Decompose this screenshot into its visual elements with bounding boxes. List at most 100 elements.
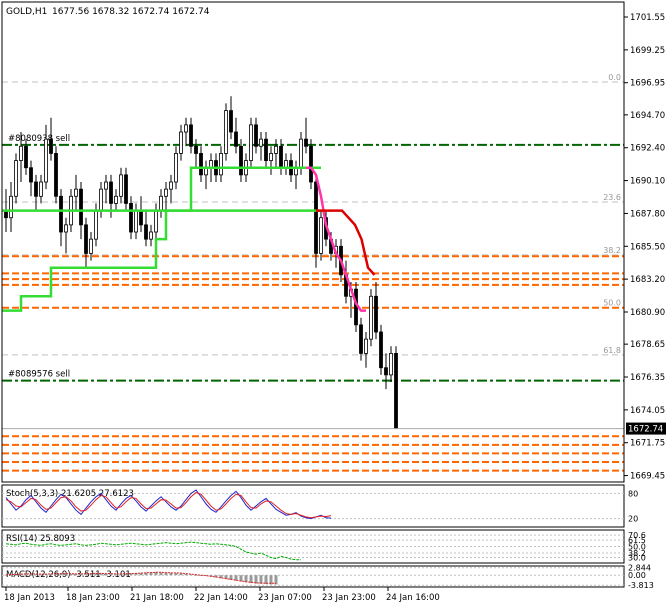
- indicator-tick-label: 2.844: [628, 564, 651, 573]
- candle-body: [159, 195, 163, 211]
- time-tick-label: 23 Jan 23:00: [322, 593, 376, 603]
- price-tick-label: 1674.05: [630, 406, 665, 416]
- macd-histogram-bar: [24, 573, 28, 576]
- symbol-label: GOLD,H1: [6, 7, 47, 17]
- trailing-stop-green-upper: [2, 166, 321, 212]
- macd-histogram-bar: [104, 573, 108, 576]
- price-tick-label: 1676.35: [630, 373, 665, 383]
- macd-histogram-bar: [149, 572, 153, 576]
- candle-body: [309, 145, 313, 183]
- macd-histogram-bar: [69, 573, 73, 576]
- candle-body: [279, 145, 283, 169]
- candle-body: [34, 181, 38, 197]
- candle-body: [264, 138, 268, 161]
- candle-body: [119, 174, 123, 197]
- price-tick-label: 1694.70: [630, 111, 665, 121]
- macd-histogram-bar: [229, 575, 233, 580]
- candle-body: [144, 224, 148, 240]
- macd-histogram-bar: [224, 575, 228, 580]
- candle-body: [369, 295, 373, 340]
- candle-body: [199, 153, 203, 176]
- candle-body: [14, 160, 18, 197]
- macd-histogram-bar: [154, 572, 158, 576]
- macd-histogram-bar: [249, 575, 253, 584]
- candle-body: [9, 195, 13, 219]
- indicator-title: Stoch(5,3,3) 21.6205 27.6123: [6, 489, 134, 499]
- macd-histogram-bar: [39, 574, 43, 576]
- macd-histogram-bar: [234, 575, 238, 581]
- price-tick-label: 1687.80: [630, 209, 665, 219]
- macd-histogram-bar: [119, 573, 123, 576]
- macd-histogram-bar: [169, 572, 173, 576]
- macd-signal-line: [5, 571, 277, 584]
- candle-body: [314, 181, 318, 254]
- candle-body: [194, 145, 198, 154]
- macd-histogram-bar: [254, 575, 258, 584]
- pink-trend-line: [306, 166, 366, 312]
- candle-body: [44, 138, 48, 183]
- sell-order-label: #8089576 sell: [8, 370, 70, 380]
- macd-histogram-bar: [34, 574, 38, 576]
- candle-body: [364, 338, 368, 354]
- candle-body: [29, 167, 33, 183]
- indicator-tick-label: 70.6: [628, 531, 646, 540]
- macd-histogram-bar: [174, 573, 178, 576]
- price-tick-label: 1696.95: [630, 79, 665, 89]
- candle-body: [384, 367, 388, 376]
- candle-body: [124, 174, 128, 204]
- candle-body: [24, 145, 28, 169]
- candle-body: [39, 181, 43, 197]
- candle-body: [304, 138, 308, 147]
- macd-histogram-bar: [129, 573, 133, 576]
- candle-body: [249, 124, 253, 161]
- price-tick-label: 1680.90: [630, 308, 665, 318]
- indicator-title: MACD(12,26,9) -3.511 -3.101: [6, 570, 131, 580]
- indicator-tick-label: 0.00: [628, 571, 646, 580]
- time-tick-label: 21 Jan 18:00: [130, 593, 184, 603]
- indicator-tick-label: 61.5: [628, 536, 646, 545]
- price-tick-label: 1692.40: [630, 144, 665, 154]
- macd-histogram-bar: [4, 574, 8, 576]
- macd-histogram-bar: [59, 573, 63, 576]
- candle-body: [94, 210, 98, 240]
- time-tick-label: 22 Jan 14:00: [194, 593, 248, 603]
- macd-histogram-bar: [134, 573, 138, 576]
- candle-body: [229, 110, 233, 133]
- candle-body: [189, 124, 193, 147]
- macd-histogram-bar: [204, 575, 208, 576]
- candle-body: [174, 153, 178, 183]
- candle-body: [299, 138, 303, 169]
- candle-body: [99, 188, 103, 211]
- candle-body: [389, 353, 393, 376]
- macd-histogram-bar: [29, 573, 33, 576]
- candle-body: [109, 181, 113, 204]
- trailing-stop-green-lower: [2, 209, 326, 312]
- red-trend-line: [316, 209, 376, 276]
- candle-body: [394, 353, 398, 429]
- candle-body: [224, 110, 228, 154]
- candle-body: [89, 238, 93, 254]
- candle-body: [254, 124, 258, 147]
- macd-histogram-bar: [79, 573, 83, 576]
- indicator-tick-label: -3.813: [628, 581, 654, 590]
- main-pane-frame: [1, 1, 625, 483]
- macd-histogram-bar: [179, 573, 183, 576]
- candle-body: [139, 210, 143, 226]
- candle-body: [129, 203, 133, 233]
- fib-level-label: 50.0: [603, 299, 621, 308]
- price-tick-label: 1701.55: [630, 13, 665, 23]
- candle-body: [19, 145, 23, 161]
- macd-histogram-bar: [214, 575, 218, 578]
- candle-body: [239, 145, 243, 176]
- fib-level-label: 61.8: [603, 346, 621, 355]
- macd-histogram-bar: [94, 573, 98, 576]
- macd-histogram-bar: [274, 575, 278, 585]
- candle-body: [319, 217, 323, 254]
- macd-histogram-bar: [19, 573, 23, 576]
- macd-histogram-bar: [54, 573, 58, 576]
- macd-histogram-bar: [49, 573, 53, 576]
- price-tick-label: 1669.45: [630, 472, 665, 482]
